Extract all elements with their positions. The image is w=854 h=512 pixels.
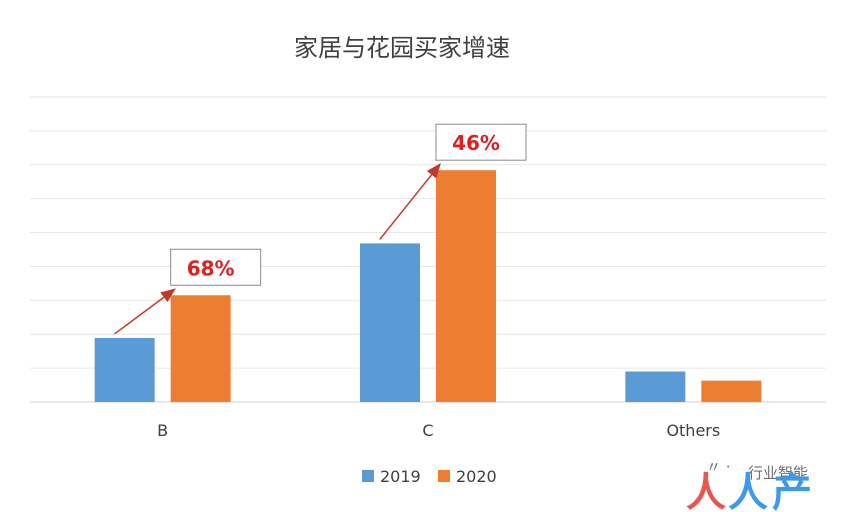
bar-others-2020 xyxy=(701,380,762,402)
svg-text:人: 人 xyxy=(728,470,768,512)
watermark-small-text: 〃 · xyxy=(706,458,731,476)
growth-arrow xyxy=(114,288,176,335)
growth-label: 46% xyxy=(452,131,500,155)
bar-b-2020 xyxy=(170,295,231,402)
bars xyxy=(94,170,762,402)
watermark: 〃 · 行业智能 人 人 产 xyxy=(686,458,812,512)
bar-b-2019 xyxy=(94,337,155,402)
growth-label-box xyxy=(435,123,527,161)
legend-swatch-2019 xyxy=(362,470,374,482)
legend-label-2020: 2020 xyxy=(456,467,497,486)
category-label: C xyxy=(422,421,433,440)
category-label: Others xyxy=(666,421,720,440)
bar-c-2019 xyxy=(360,243,420,402)
growth-annotations: 68% 46% xyxy=(114,123,527,335)
chart-title: 家居与花园买家增速 xyxy=(294,34,510,62)
watermark-label: 行业智能 xyxy=(748,464,808,482)
growth-arrow xyxy=(379,163,441,240)
legend-swatch-2020 xyxy=(438,470,450,482)
bar-others-2019 xyxy=(625,371,686,402)
legend-label-2019: 2019 xyxy=(380,467,421,486)
svg-text:人: 人 xyxy=(686,470,726,512)
svg-text:产: 产 xyxy=(772,470,812,512)
category-label: B xyxy=(157,421,168,440)
growth-label-box xyxy=(170,248,262,286)
bar-c-2020 xyxy=(436,170,496,402)
watermark-logo: 人 人 产 xyxy=(686,470,812,512)
category-labels: B C Others xyxy=(157,421,720,440)
legend: 2019 2020 xyxy=(362,467,497,486)
growth-label: 68% xyxy=(187,256,235,280)
